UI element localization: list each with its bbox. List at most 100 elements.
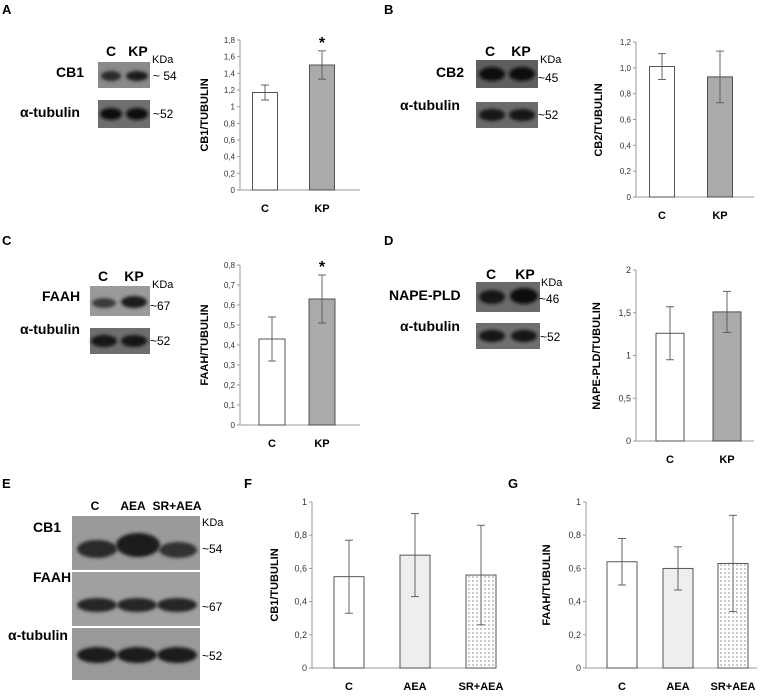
blot-band	[509, 109, 535, 121]
lane-label: C	[486, 266, 496, 282]
band-size: ~67	[150, 299, 171, 313]
band-size: ~67	[202, 600, 223, 614]
panel-letter-d: D	[384, 233, 393, 248]
y-tick-label: 1,2	[224, 86, 236, 95]
y-tick-label: 1	[302, 497, 307, 507]
y-tick-label: 0	[302, 663, 307, 673]
significance-marker: *	[319, 259, 326, 276]
blot-band	[479, 67, 505, 81]
kda-label: KDa	[541, 277, 563, 289]
blot-band	[126, 71, 148, 81]
y-tick-label: 0,6	[294, 563, 307, 573]
y-tick-label: 1	[231, 103, 236, 112]
band-size: ~52	[538, 108, 559, 122]
band-size: ~54	[202, 542, 223, 556]
y-tick-label: 2	[626, 265, 631, 275]
lane-label: KP	[511, 43, 530, 59]
blot-band	[157, 598, 197, 612]
blot-band	[91, 335, 117, 347]
kda-label: KDa	[540, 54, 562, 66]
band-name: α-tubulin	[400, 97, 460, 113]
bar-chart-d: 0 0,5 1 1,5 2 NAPE-PLD/TUBULIN C KP	[591, 265, 754, 466]
y-axis-label: NAPE-PLD/TUBULIN	[591, 302, 603, 410]
y-tick-label: 0,8	[224, 261, 236, 270]
y-tick-label: 0,5	[224, 321, 236, 330]
band-size: ~52	[202, 649, 223, 663]
y-tick-label: 0	[231, 421, 236, 430]
y-tick-label: 0	[627, 193, 632, 202]
y-tick-label: 0,6	[224, 136, 236, 145]
y-axis-label: FAAH/TUBULIN	[541, 544, 553, 625]
band-name: CB2	[436, 64, 464, 80]
lane-label: SR+AEA	[152, 499, 201, 513]
kda-label: KDa	[152, 279, 174, 291]
y-tick-label: 1,4	[224, 69, 236, 78]
blot-band	[117, 598, 157, 612]
blot-band	[117, 647, 157, 663]
band-size: ~52	[540, 330, 561, 344]
x-category-label: SR+AEA	[459, 681, 504, 693]
x-category-label: C	[618, 681, 626, 693]
significance-marker: *	[319, 35, 326, 52]
x-category-label: KP	[712, 210, 727, 222]
bar	[649, 66, 675, 198]
lane-label: C	[98, 268, 108, 284]
blot-band	[100, 108, 122, 120]
panel-letter-g: G	[508, 476, 518, 491]
y-tick-label: 0,7	[224, 281, 236, 290]
lane-label: C	[106, 43, 116, 59]
y-axis-label: CB1/TUBULIN	[269, 548, 281, 621]
band-name: CB1	[33, 519, 61, 535]
x-category-label: KP	[719, 454, 734, 466]
kda-label: KDa	[152, 54, 174, 66]
blot-band	[116, 533, 160, 557]
band-size: ~52	[153, 107, 174, 121]
y-tick-label: 0	[576, 663, 581, 673]
western-blot-a: C KP KDa CB1 ~ 54 α-tubulin ~52	[20, 43, 177, 128]
band-size: ~ 54	[153, 69, 177, 83]
band-size: ~46	[539, 292, 560, 306]
blot-band	[126, 108, 148, 120]
y-tick-label: 1	[626, 351, 631, 361]
bar-chart-b: 0 0,2 0,4 0,6 0,8 1,0 1,2 CB2/TUBULIN C KP	[593, 38, 754, 222]
blot-band	[77, 598, 117, 612]
y-tick-label: 0,8	[294, 530, 307, 540]
y-axis-label: FAAH/TUBULIN	[199, 304, 211, 385]
blot-band	[159, 542, 197, 558]
y-tick-label: 0,5	[618, 393, 631, 403]
x-category-label: C	[666, 454, 674, 466]
blot-band	[121, 296, 147, 308]
blot-band	[510, 288, 538, 304]
lane-label: C	[91, 499, 100, 513]
y-tick-label: 0,3	[224, 361, 236, 370]
y-tick-label: 1,5	[618, 308, 631, 318]
x-category-label: SR+AEA	[711, 681, 756, 693]
x-category-label: KP	[314, 203, 329, 215]
y-tick-label: 0,4	[294, 597, 307, 607]
blot-band	[101, 71, 121, 81]
x-category-label: AEA	[666, 681, 689, 693]
y-axis-label: CB2/TUBULIN	[593, 83, 605, 156]
panel-letter-b: B	[384, 2, 393, 17]
y-tick-label: 1	[576, 497, 581, 507]
blot-band	[77, 647, 117, 663]
y-tick-label: 0,4	[224, 341, 236, 350]
bar	[252, 92, 278, 191]
x-category-label: C	[345, 681, 353, 693]
y-tick-label: 0,8	[224, 119, 236, 128]
band-name: FAAH	[42, 288, 80, 304]
western-blot-c: C KP KDa FAAH ~67 α-tubulin ~52	[20, 268, 174, 354]
y-tick-label: 0,6	[568, 563, 581, 573]
x-category-label: C	[268, 438, 276, 450]
band-name: α-tubulin	[20, 104, 80, 120]
bar	[712, 311, 742, 442]
lane-label: KP	[124, 268, 143, 284]
panel-letter-e: E	[2, 476, 11, 491]
western-blot-e: C AEA SR+AEA KDa CB1 ~54 FAAH ~67 α-tubu…	[8, 499, 224, 680]
lane-label: KP	[128, 43, 147, 59]
panel-letter-c: C	[2, 233, 12, 248]
western-blot-b: C KP KDa CB2 ~45 α-tubulin ~52	[400, 43, 562, 128]
blot-band	[77, 540, 117, 558]
band-name: NAPE-PLD	[389, 287, 461, 303]
